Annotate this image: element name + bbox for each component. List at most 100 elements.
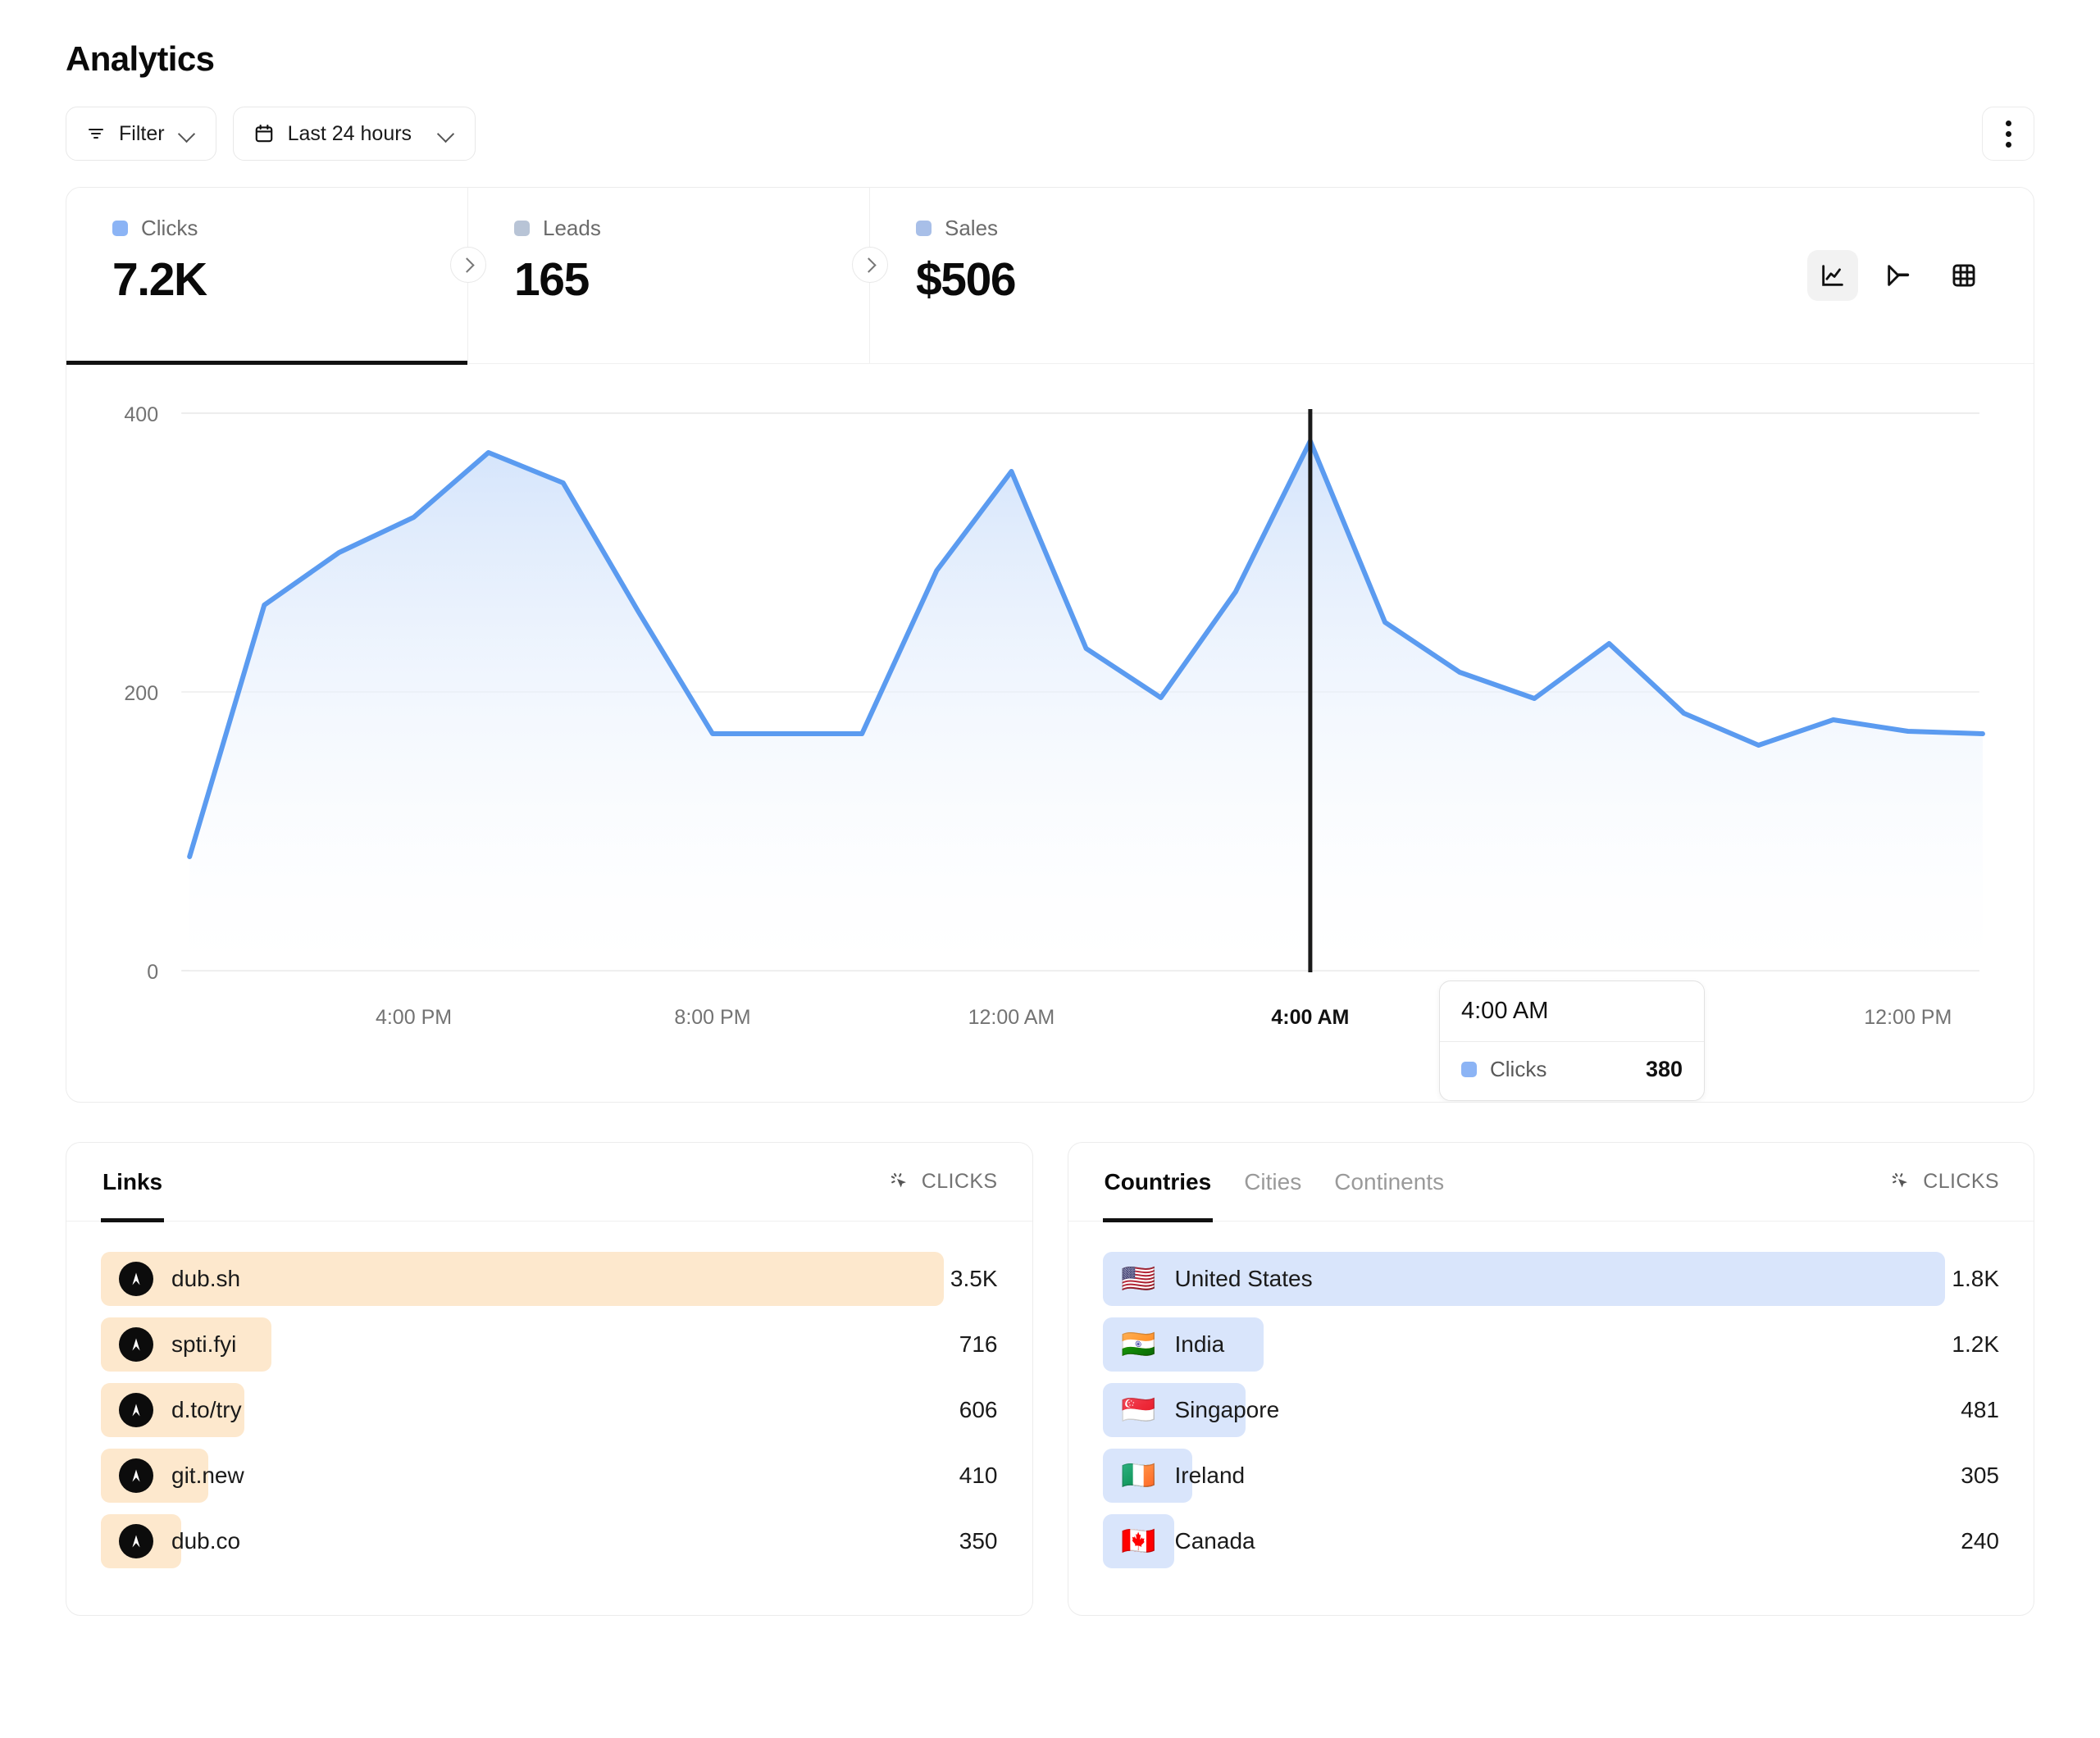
locations-metric-label: CLICKS bbox=[1923, 1170, 1999, 1193]
bottom-panels: Links CLICKS bbox=[66, 1142, 2034, 1616]
line-chart-icon bbox=[1822, 265, 1843, 286]
country-name: Ireland bbox=[1174, 1463, 1246, 1488]
chevron-down-icon bbox=[178, 125, 196, 143]
country-clicks: 240 bbox=[1961, 1528, 1999, 1554]
tab-countries[interactable]: Countries bbox=[1102, 1143, 1214, 1222]
list-item[interactable]: spti.fyi 716 bbox=[101, 1312, 998, 1377]
tab-cities[interactable]: Cities bbox=[1244, 1168, 1302, 1194]
filter-label: Filter bbox=[119, 121, 165, 145]
links-tabs: Links bbox=[101, 1143, 165, 1222]
svg-text:12:00 AM: 12:00 AM bbox=[968, 1006, 1055, 1029]
chart-series-clicks bbox=[187, 439, 1985, 971]
locations-panel-header: Countries Cities Continents CLICKS bbox=[1068, 1143, 2034, 1222]
list-item[interactable]: 🇸🇬 Singapore 481 bbox=[1102, 1377, 1999, 1443]
svg-text:0: 0 bbox=[147, 961, 158, 984]
tooltip-series-label: Clicks bbox=[1490, 1057, 1547, 1081]
row-bar bbox=[1102, 1449, 1192, 1503]
svg-text:8:00 PM: 8:00 PM bbox=[674, 1006, 750, 1029]
clicks-legend-dot bbox=[112, 221, 128, 236]
link-domain: d.to/try bbox=[171, 1397, 242, 1422]
svg-text:400: 400 bbox=[124, 403, 158, 426]
line-chart-view-button[interactable] bbox=[1807, 250, 1858, 301]
list-item[interactable]: 🇺🇸 United States 1.8K bbox=[1102, 1246, 1999, 1312]
country-name: Singapore bbox=[1174, 1397, 1280, 1422]
link-clicks: 606 bbox=[959, 1397, 998, 1422]
tooltip-time: 4:00 AM bbox=[1440, 981, 1704, 1042]
clicks-area-chart[interactable]: 400 200 0 4:00 PM 8:00 PM 12:00 AM 4:00 … bbox=[66, 364, 2034, 1102]
chart-svg: 400 200 0 4:00 PM 8:00 PM 12:00 AM 4:00 … bbox=[124, 403, 1985, 1029]
link-clicks: 350 bbox=[959, 1528, 998, 1554]
link-clicks: 3.5K bbox=[950, 1266, 998, 1291]
metric-value: 7.2K bbox=[112, 253, 207, 306]
locations-panel: Countries Cities Continents CLICKS bbox=[1067, 1142, 2034, 1616]
more-vertical-icon bbox=[2005, 141, 2011, 148]
list-item[interactable]: git.new 410 bbox=[101, 1443, 998, 1508]
link-clicks: 410 bbox=[959, 1463, 998, 1488]
analytics-card: Clicks 7.2K Leads 165 Sales $506 bbox=[66, 187, 2034, 1103]
more-options-button[interactable] bbox=[1982, 107, 2034, 161]
tab-links[interactable]: Links bbox=[101, 1143, 165, 1222]
link-domain: dub.co bbox=[171, 1528, 241, 1554]
link-domain: git.new bbox=[171, 1463, 244, 1488]
date-range-button[interactable]: Last 24 hours bbox=[232, 107, 476, 161]
links-list: dub.sh 3.5K spti.fyi 716 bbox=[66, 1222, 1032, 1574]
favicon-icon bbox=[119, 1458, 153, 1493]
metric-card-clicks[interactable]: Clicks 7.2K bbox=[66, 188, 468, 365]
filter-button[interactable]: Filter bbox=[66, 107, 216, 161]
chevron-down-icon bbox=[437, 125, 455, 143]
favicon-icon bbox=[119, 1524, 153, 1558]
calendar-icon bbox=[255, 124, 272, 143]
links-panel-header: Links CLICKS bbox=[66, 1143, 1032, 1222]
flag-icon: 🇮🇳 bbox=[1121, 1329, 1156, 1360]
more-vertical-icon bbox=[2005, 130, 2011, 137]
tab-continents[interactable]: Continents bbox=[1334, 1168, 1445, 1194]
links-metric-label: CLICKS bbox=[921, 1170, 998, 1193]
flag-icon: 🇨🇦 bbox=[1121, 1526, 1156, 1557]
country-clicks: 481 bbox=[1961, 1397, 1999, 1422]
leads-legend-dot bbox=[514, 221, 530, 236]
list-item[interactable]: 🇮🇳 India 1.2K bbox=[1102, 1312, 1999, 1377]
funnel-view-button[interactable] bbox=[1873, 250, 1924, 301]
page-title: Analytics bbox=[66, 39, 215, 78]
metrics-bar: Clicks 7.2K Leads 165 Sales $506 bbox=[66, 188, 2034, 365]
toolbar: Filter Last 24 hours bbox=[66, 107, 2034, 161]
locations-metric-selector[interactable]: CLICKS bbox=[1890, 1170, 1999, 1194]
flag-icon: 🇮🇪 bbox=[1121, 1460, 1156, 1491]
cursor-click-icon bbox=[1893, 1172, 1908, 1187]
links-panel: Links CLICKS bbox=[66, 1142, 1033, 1616]
flag-icon: 🇸🇬 bbox=[1121, 1394, 1156, 1426]
row-bar bbox=[1102, 1252, 1946, 1306]
list-item[interactable]: 🇮🇪 Ireland 305 bbox=[1102, 1443, 1999, 1508]
country-clicks: 1.2K bbox=[1952, 1331, 1999, 1357]
svg-text:4:00 AM: 4:00 AM bbox=[1271, 1006, 1349, 1029]
list-item[interactable]: dub.co 350 bbox=[101, 1508, 998, 1574]
grid-icon bbox=[1952, 264, 1975, 287]
links-metric-selector[interactable]: CLICKS bbox=[889, 1170, 998, 1194]
row-bar bbox=[101, 1449, 209, 1503]
chart-view-toggles bbox=[1807, 250, 2034, 301]
metric-next-arrow-clicks[interactable] bbox=[450, 247, 486, 283]
svg-text:12:00 PM: 12:00 PM bbox=[1864, 1006, 1952, 1029]
tooltip-value: 380 bbox=[1645, 1057, 1683, 1081]
flag-icon: 🇺🇸 bbox=[1121, 1263, 1156, 1294]
link-domain: spti.fyi bbox=[171, 1331, 237, 1357]
list-item[interactable]: d.to/try 606 bbox=[101, 1377, 998, 1443]
metric-label: Clicks bbox=[141, 216, 198, 240]
metric-card-leads[interactable]: Leads 165 bbox=[468, 188, 870, 363]
metric-label: Sales bbox=[945, 216, 999, 240]
country-clicks: 305 bbox=[1961, 1463, 1999, 1488]
table-view-button[interactable] bbox=[1938, 250, 1989, 301]
list-item[interactable]: dub.sh 3.5K bbox=[101, 1246, 998, 1312]
filter-icon bbox=[89, 129, 103, 139]
date-range-label: Last 24 hours bbox=[287, 121, 412, 145]
list-item[interactable]: 🇨🇦 Canada 240 bbox=[1102, 1508, 1999, 1574]
link-clicks: 716 bbox=[959, 1331, 998, 1357]
row-bar bbox=[1102, 1383, 1246, 1437]
chart-x-axis: 4:00 PM 8:00 PM 12:00 AM 4:00 AM 8:00 AM… bbox=[376, 1006, 1952, 1029]
locations-tabs: Countries Cities Continents bbox=[1102, 1143, 1446, 1222]
country-clicks: 1.8K bbox=[1952, 1266, 1999, 1291]
metric-next-arrow-leads[interactable] bbox=[852, 247, 888, 283]
svg-text:4:00 PM: 4:00 PM bbox=[376, 1006, 452, 1029]
country-name: India bbox=[1174, 1331, 1225, 1357]
metric-card-sales[interactable]: Sales $506 bbox=[870, 188, 1272, 363]
